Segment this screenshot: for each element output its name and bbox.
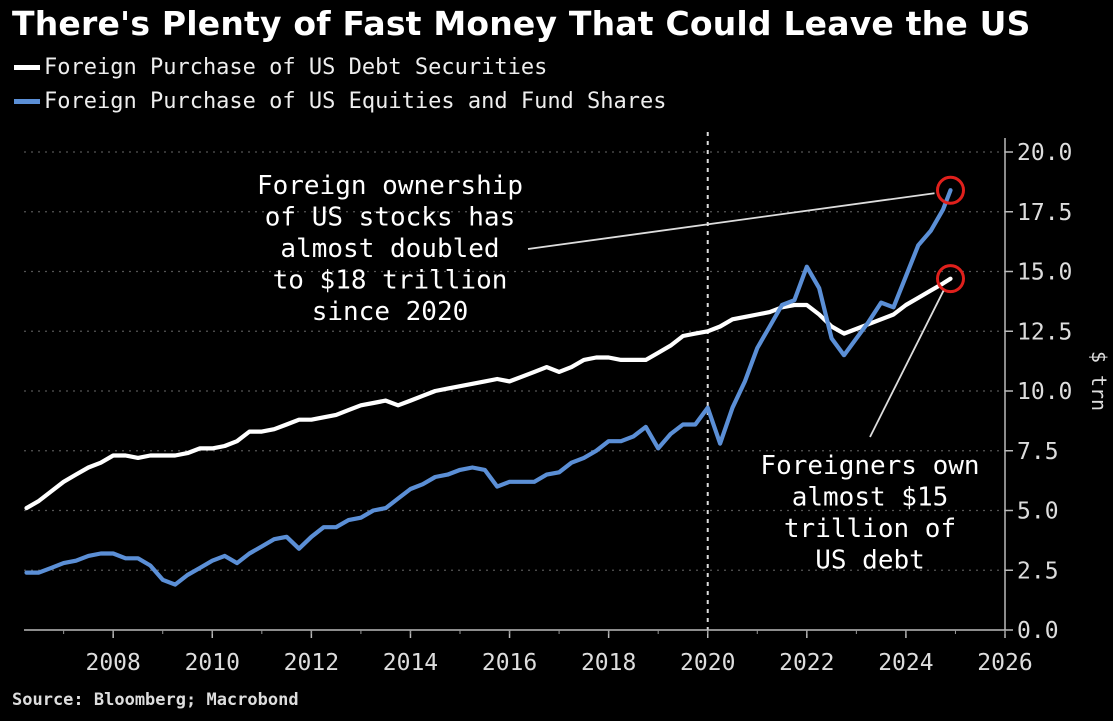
x-tick-label: 2012: [284, 650, 339, 676]
x-tick-label: 2016: [482, 650, 537, 676]
x-tick-label: 2014: [383, 650, 438, 676]
annotation-debt: Foreigners own almost $15 trillion of US de…: [760, 451, 979, 576]
y-tick-label: 15.0: [1017, 260, 1072, 286]
legend-swatch-debt: [14, 64, 40, 70]
x-tick-label: 2018: [581, 650, 636, 676]
annotation-connector-equities: [527, 192, 935, 250]
y-tick-label: 7.5: [1017, 439, 1059, 465]
annotation-equities: Foreign ownership of US stocks has almost …: [257, 171, 523, 327]
annotation-layer: Foreign ownership of US stocks has almost …: [257, 171, 980, 576]
chart-title: There's Plenty of Fast Money That Could …: [12, 4, 1031, 43]
legend-item-debt: Foreign Purchase of US Debt Securities: [14, 52, 547, 82]
y-axis-label: $ trn: [1087, 351, 1111, 411]
y-tick-label: 17.5: [1017, 200, 1072, 226]
y-tick-label: 0.0: [1017, 618, 1059, 644]
series-layer: [24, 175, 965, 587]
highlight-circle-debt: [936, 264, 965, 294]
series-line-debt: [24, 276, 953, 511]
legend-swatch-equities: [14, 98, 40, 104]
annotation-line: almost $15: [792, 483, 949, 513]
annotation-line: Foreigners own: [760, 451, 979, 481]
annotation-line: almost doubled: [280, 234, 499, 264]
axis-layer: 0.0 2.5 5.0 7.5 10.0 12.5 15.0 17.5 20.0 2008 2010…: [24, 138, 1072, 676]
legend-item-equities: Foreign Purchase of US Equities and Fund…: [14, 86, 667, 116]
x-tick-label: 2020: [680, 650, 735, 676]
y-tick-label: 2.5: [1017, 558, 1059, 584]
x-tick-label: 2008: [85, 650, 140, 676]
legend-label-debt: Foreign Purchase of US Debt Securities: [44, 54, 548, 80]
x-tick-label: 2022: [779, 650, 834, 676]
annotation-line: Foreign ownership: [257, 171, 523, 201]
annotation-line: since 2020: [312, 297, 469, 327]
y-tick-label: 20.0: [1017, 140, 1072, 166]
annotation-line: US debt: [815, 546, 925, 576]
annotation-connector-debt: [869, 290, 945, 438]
grid-layer: [24, 132, 1005, 630]
x-tick-label: 2010: [185, 650, 240, 676]
x-tick-label: 2024: [878, 650, 933, 676]
y-tick-label: 5.0: [1017, 499, 1059, 525]
annotation-line: of US stocks has: [265, 203, 515, 233]
annotation-line: to $18 trillion: [273, 266, 508, 296]
y-tick-label: 10.0: [1017, 379, 1072, 405]
annotation-line: trillion of: [784, 514, 956, 544]
source-note: Source: Bloomberg; Macrobond: [12, 690, 299, 710]
highlight-circle-equities: [936, 175, 965, 205]
series-line-equities: [24, 188, 953, 587]
x-tick-label: 2026: [977, 650, 1032, 676]
legend-label-equities: Foreign Purchase of US Equities and Fund…: [44, 88, 667, 114]
y-tick-label: 12.5: [1017, 319, 1072, 345]
